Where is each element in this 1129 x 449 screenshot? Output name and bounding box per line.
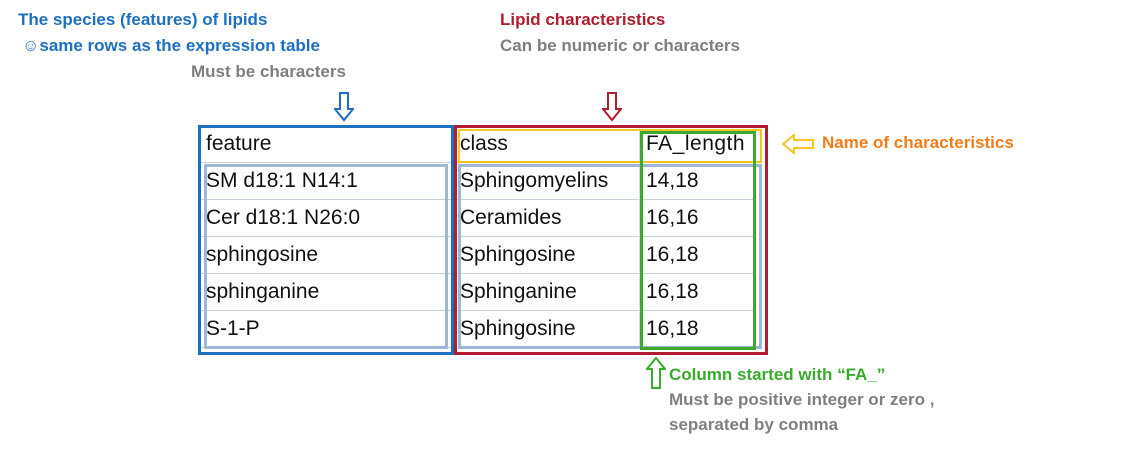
fa-rule-2: separated by comma — [669, 415, 839, 434]
table-cell: Sphinganine — [454, 274, 640, 311]
fa-title: Column started with “FA_” — [669, 365, 886, 384]
table-cell: 16,18 — [640, 311, 756, 348]
table-cell: sphinganine — [200, 274, 454, 311]
left-arrow-icon-orange — [782, 134, 814, 154]
table-cell: SM d18:1 N14:1 — [200, 163, 454, 200]
table-cell: sphingosine — [200, 237, 454, 274]
feature-must: Must be characters — [191, 62, 346, 81]
down-arrow-icon-red — [602, 92, 622, 122]
down-arrow-icon-blue — [334, 92, 354, 122]
feature-same-rows-text: same rows as the expression table — [39, 36, 320, 55]
table-cell: 16,18 — [640, 237, 756, 274]
lipid-sub: Can be numeric or characters — [500, 36, 740, 55]
fa-rule-1: Must be positive integer or zero , — [669, 390, 935, 409]
table-cell: 14,18 — [640, 163, 756, 200]
feature-title: The species (features) of lipids — [18, 10, 268, 29]
table-cell: Ceramides — [454, 200, 640, 237]
table-cell: Cer d18:1 N26:0 — [200, 200, 454, 237]
name-of-characteristics: Name of characteristics — [822, 133, 1014, 152]
lipid-title: Lipid characteristics — [500, 10, 666, 29]
feature-same-rows: ☺same rows as the expression table — [22, 36, 320, 56]
table-cell: Sphingosine — [454, 311, 640, 348]
table-cell: 16,16 — [640, 200, 756, 237]
header-class: class — [454, 126, 640, 163]
smiley-icon: ☺ — [22, 36, 40, 55]
table-cell: Sphingosine — [454, 237, 640, 274]
up-arrow-icon-green — [646, 357, 666, 389]
table-cell: 16,18 — [640, 274, 756, 311]
header-feature: feature — [200, 126, 454, 163]
table-cell: Sphingomyelins — [454, 163, 640, 200]
table-cell: S-1-P — [200, 311, 454, 348]
header-fa-length: FA_length — [640, 126, 756, 163]
